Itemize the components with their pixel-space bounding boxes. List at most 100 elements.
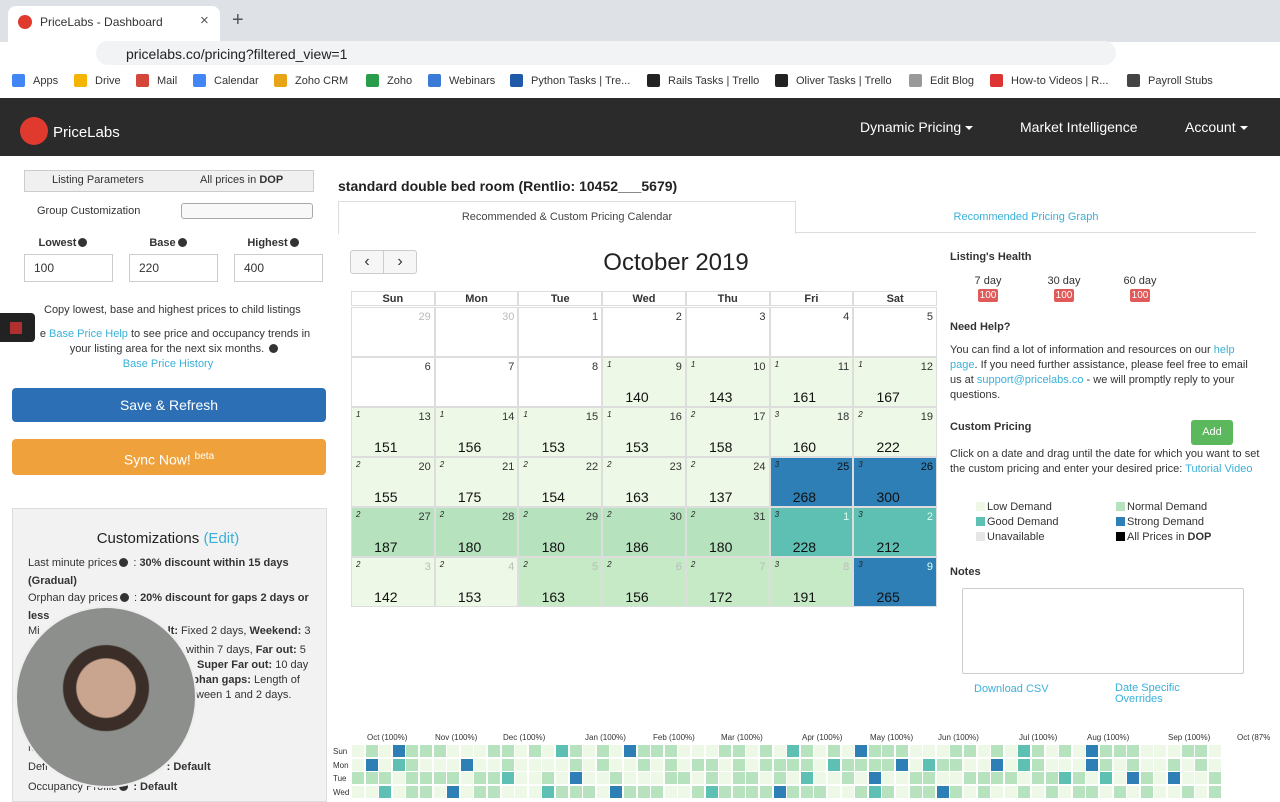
omnibox[interactable] [96, 41, 1116, 65]
day-cell[interactable]: 14 1 156 [434, 407, 519, 457]
day-cell[interactable]: 4 [769, 307, 854, 357]
brand[interactable]: PriceLabs [53, 124, 120, 141]
day-cell[interactable]: 19 2 222 [853, 407, 937, 457]
day-cell[interactable]: 11 1 161 [769, 357, 854, 407]
day-cell[interactable]: 23 2 163 [602, 457, 686, 507]
tab-calendar[interactable] [338, 201, 796, 234]
tab-listing[interactable]: Listing Parameters [52, 174, 144, 186]
day-cell[interactable]: 30 [434, 307, 519, 357]
day-cell[interactable]: 8 3 191 [769, 557, 854, 607]
bookmark-icon[interactable] [909, 74, 922, 87]
day-cell[interactable]: 24 2 137 [685, 457, 770, 507]
day-cell[interactable]: 3 2 142 [351, 557, 435, 607]
bookmark-icon[interactable] [428, 74, 441, 87]
day-cell[interactable]: 26 3 300 [853, 457, 937, 507]
day-cell[interactable]: 28 2 180 [434, 507, 519, 557]
bookmark[interactable]: Calendar [214, 75, 259, 87]
day-cell[interactable]: 12 1 167 [853, 357, 937, 407]
day-cell[interactable]: 5 [853, 307, 937, 357]
day-cell[interactable]: 5 2 163 [518, 557, 603, 607]
overrides-link[interactable]: Date Specific Overrides [1115, 683, 1215, 705]
bookmark[interactable]: Drive [95, 75, 121, 87]
bookmark-icon[interactable] [510, 74, 523, 87]
nav-item[interactable]: Account [1185, 119, 1248, 135]
bookmark[interactable]: Edit Blog [930, 75, 975, 87]
add-button[interactable]: Add [1191, 420, 1233, 445]
bookmark[interactable]: Python Tasks | Tre... [531, 75, 631, 87]
tab[interactable] [8, 6, 220, 42]
tab-calendar-label[interactable]: Recommended & Custom Pricing Calendar [461, 211, 673, 223]
label[interactable]: Market Intelligence [1020, 119, 1138, 135]
day-cell[interactable]: 10 1 143 [685, 357, 770, 407]
link[interactable]: Base Price History [122, 358, 214, 370]
bookmark[interactable]: Zoho CRM [295, 75, 349, 87]
nav-item[interactable]: Market Intelligence [1020, 119, 1138, 135]
day-cell[interactable]: 4 2 153 [434, 557, 519, 607]
price-input[interactable]: 220 [129, 254, 218, 282]
day-cell[interactable]: 17 2 158 [685, 407, 770, 457]
day-cell[interactable]: 22 2 154 [518, 457, 603, 507]
bookmark-icon[interactable] [193, 74, 206, 87]
bookmark[interactable]: How-to Videos | R... [1011, 75, 1109, 87]
day-cell[interactable]: 25 3 268 [769, 457, 854, 507]
bookmark-icon[interactable] [990, 74, 1003, 87]
day-cell[interactable]: 30 2 186 [602, 507, 686, 557]
bookmark-icon[interactable] [1127, 74, 1140, 87]
save-button[interactable]: Save & Refresh [12, 388, 326, 422]
day-cell[interactable]: 18 3 160 [769, 407, 854, 457]
bookmark-icon[interactable] [136, 74, 149, 87]
history-link[interactable]: Base Price History [0, 358, 336, 370]
label[interactable]: Recommended Pricing Graph [953, 211, 1099, 223]
day-cell[interactable]: 2 3 212 [853, 507, 937, 557]
day-cell[interactable]: 16 1 153 [602, 407, 686, 457]
bookmark-icon[interactable] [12, 74, 25, 87]
label[interactable]: Dynamic Pricing [860, 119, 962, 135]
bookmark-icon[interactable] [366, 74, 379, 87]
new-tab[interactable]: + [232, 9, 244, 31]
label[interactable]: Account [1185, 119, 1236, 135]
edit-link[interactable]: (Edit) [203, 530, 240, 547]
day-cell[interactable]: 29 [351, 307, 435, 357]
day-cell[interactable]: 7 2 172 [685, 557, 770, 607]
bookmark[interactable]: Oliver Tasks | Trello [796, 75, 892, 87]
bookmark-icon[interactable] [775, 74, 788, 87]
tab-close[interactable]: × [200, 12, 209, 29]
next-button[interactable]: › [383, 250, 417, 274]
record-widget[interactable] [0, 313, 35, 342]
price-input[interactable]: 400 [234, 254, 323, 282]
price-input[interactable]: 100 [24, 254, 113, 282]
day-cell[interactable]: 20 2 155 [351, 457, 435, 507]
day-cell[interactable]: 13 1 151 [351, 407, 435, 457]
logo[interactable] [20, 117, 48, 145]
day-cell[interactable]: 15 1 153 [518, 407, 603, 457]
day-cell[interactable]: 9 1 140 [602, 357, 686, 407]
bookmark[interactable]: Apps [33, 75, 59, 87]
link[interactable]: Download CSV [974, 683, 1049, 695]
day-cell[interactable]: 8 [518, 357, 603, 407]
day-cell[interactable]: 31 2 180 [685, 507, 770, 557]
day-cell[interactable]: 9 3 265 [853, 557, 937, 607]
link[interactable]: Base Price Help [49, 328, 128, 340]
day-cell[interactable]: 1 3 228 [769, 507, 854, 557]
bookmark[interactable]: Rails Tasks | Trello [668, 75, 760, 87]
bookmark-icon[interactable] [74, 74, 87, 87]
day-cell[interactable]: 29 2 180 [518, 507, 603, 557]
day-cell[interactable]: 7 [434, 357, 519, 407]
bookmark-icon[interactable] [647, 74, 660, 87]
group-select[interactable] [181, 203, 313, 219]
day-cell[interactable]: 27 2 187 [351, 507, 435, 557]
sync-button[interactable]: Sync Now! beta [12, 439, 326, 475]
day-cell[interactable]: 6 [351, 357, 435, 407]
bookmark-icon[interactable] [274, 74, 287, 87]
day-cell[interactable]: 21 2 175 [434, 457, 519, 507]
tab-currency[interactable]: All prices in DOP [200, 174, 283, 186]
day-cell[interactable]: 2 [602, 307, 686, 357]
nav-item[interactable]: Dynamic Pricing [860, 119, 974, 135]
bookmark[interactable]: Payroll Stubs [1148, 75, 1213, 87]
link[interactable]: help page [950, 344, 1235, 371]
bookmark[interactable]: Zoho [387, 75, 413, 87]
bookmark[interactable]: Mail [157, 75, 178, 87]
day-cell[interactable]: 6 2 156 [602, 557, 686, 607]
link[interactable]: Date Specific Overrides [1115, 682, 1180, 705]
tab-graph-label[interactable]: Recommended Pricing Graph [796, 211, 1256, 223]
